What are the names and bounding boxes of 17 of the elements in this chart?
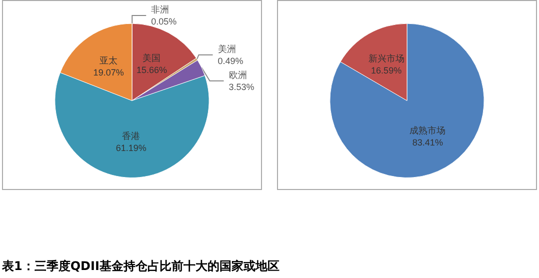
text: 表1：三季度QDII基金持仓占比前十大的国家或地区 (2, 258, 280, 275)
slice-label: 非洲 (151, 4, 170, 15)
data-label: 3.53% (228, 82, 254, 92)
slice-label: 亚太 (100, 55, 118, 66)
data-label: 83.41% (412, 138, 443, 148)
slice-label: 新兴市场 (368, 54, 404, 64)
slice-label: 美国 (142, 53, 161, 64)
data-label: 19.07% (93, 67, 124, 78)
slice-label: 美洲 (218, 44, 236, 54)
slice-label: 成熟市场 (410, 126, 446, 136)
data-label: 0.05% (151, 16, 177, 27)
data-label: 15.66% (136, 65, 168, 76)
data-label: 61.19% (116, 143, 146, 154)
slice-label: 欧洲 (228, 70, 247, 80)
data-label: 0.49% (218, 56, 244, 66)
data-label: 16.59% (371, 66, 402, 76)
slice-label: 香港 (122, 131, 140, 142)
